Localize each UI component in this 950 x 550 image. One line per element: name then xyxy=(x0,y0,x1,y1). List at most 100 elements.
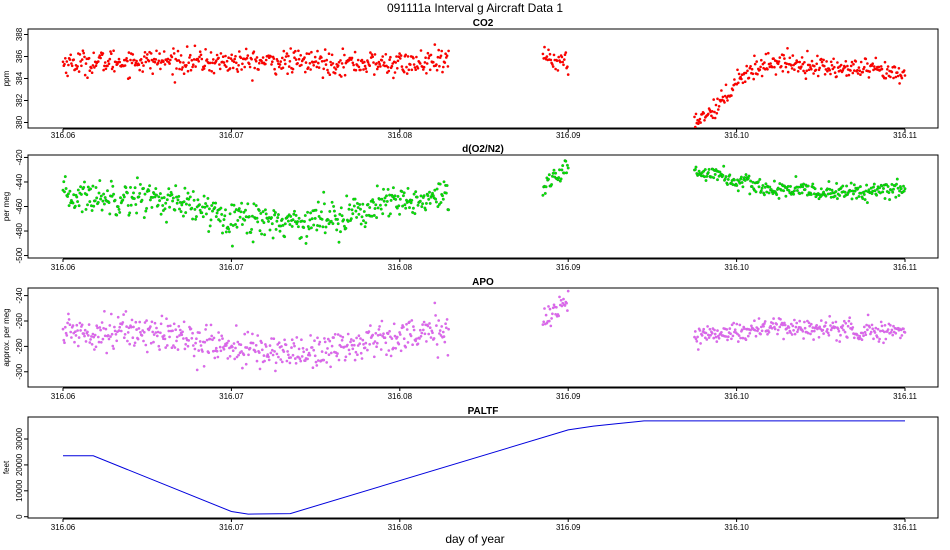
data-point xyxy=(825,60,828,63)
data-point xyxy=(754,190,758,194)
y-tick-label: -280 xyxy=(15,338,24,355)
data-point xyxy=(380,58,384,62)
data-point xyxy=(375,341,379,345)
data-point xyxy=(743,327,746,331)
data-point xyxy=(349,217,353,221)
data-point xyxy=(382,61,386,64)
data-point xyxy=(82,332,86,336)
data-point xyxy=(547,305,550,308)
data-point xyxy=(335,228,339,232)
data-point xyxy=(809,332,812,336)
data-point xyxy=(412,328,416,332)
data-point xyxy=(758,177,762,181)
data-point xyxy=(442,180,446,184)
data-point xyxy=(838,194,842,197)
x-tick-label: 316.09 xyxy=(556,523,581,532)
data-point xyxy=(257,61,261,65)
data-point xyxy=(772,179,776,183)
data-point xyxy=(841,324,845,328)
data-point xyxy=(894,331,898,335)
data-point xyxy=(102,309,106,313)
data-point xyxy=(542,320,546,324)
data-point xyxy=(769,324,772,328)
data-point xyxy=(318,340,322,344)
data-point xyxy=(287,54,290,58)
data-point xyxy=(214,346,218,350)
data-point xyxy=(83,180,86,184)
data-point xyxy=(168,324,172,328)
data-point xyxy=(831,67,835,71)
data-point xyxy=(209,218,213,222)
data-point xyxy=(253,350,257,354)
data-point xyxy=(733,328,737,332)
data-point xyxy=(286,215,290,219)
data-point xyxy=(892,187,895,191)
data-point xyxy=(293,344,296,348)
data-point xyxy=(191,331,195,335)
data-point xyxy=(303,220,306,223)
data-point xyxy=(760,186,764,190)
x-tick-label: 316.08 xyxy=(388,131,413,140)
data-point xyxy=(170,193,174,197)
data-point xyxy=(777,60,781,63)
data-point xyxy=(848,316,852,320)
data-point xyxy=(240,223,244,226)
data-point xyxy=(96,60,100,63)
data-point xyxy=(271,353,275,357)
data-point xyxy=(693,115,696,119)
data-point xyxy=(835,181,839,185)
data-point xyxy=(763,61,766,64)
data-point xyxy=(321,225,325,229)
data-point xyxy=(203,205,207,209)
data-point xyxy=(171,72,175,76)
data-point xyxy=(379,207,383,211)
data-point xyxy=(80,58,84,61)
data-point xyxy=(138,320,142,324)
data-point xyxy=(143,50,147,54)
data-point xyxy=(849,64,853,68)
data-point xyxy=(69,336,73,339)
data-point xyxy=(849,69,852,72)
data-point xyxy=(101,52,105,55)
data-point xyxy=(138,191,142,195)
data-point xyxy=(762,193,766,197)
data-point xyxy=(64,71,68,75)
data-point xyxy=(188,203,191,207)
data-point xyxy=(79,329,82,332)
data-point xyxy=(428,190,431,194)
data-point xyxy=(863,198,867,202)
data-point xyxy=(363,346,367,350)
data-point xyxy=(111,65,115,69)
data-point xyxy=(326,68,329,72)
data-point xyxy=(160,314,164,318)
data-point xyxy=(372,200,375,204)
data-point xyxy=(426,324,430,328)
data-point xyxy=(123,332,127,336)
data-point xyxy=(856,186,860,190)
data-point xyxy=(68,58,72,61)
data-point xyxy=(127,51,131,54)
data-point xyxy=(384,341,388,345)
data-point xyxy=(559,177,563,181)
data-point xyxy=(75,195,79,199)
data-point xyxy=(214,59,218,63)
data-point xyxy=(838,340,842,344)
data-point xyxy=(878,186,882,190)
data-point xyxy=(168,335,172,339)
data-point xyxy=(219,206,223,210)
data-point xyxy=(414,68,418,72)
data-point xyxy=(806,49,809,53)
data-point xyxy=(336,217,339,221)
data-point xyxy=(294,361,298,365)
data-point xyxy=(218,345,222,349)
y-tick-label: 30000 xyxy=(15,427,24,450)
data-point xyxy=(833,71,837,75)
data-point xyxy=(557,176,561,180)
data-point xyxy=(543,45,546,49)
data-point xyxy=(831,321,835,325)
data-point xyxy=(385,199,389,203)
data-point xyxy=(401,204,405,208)
data-point xyxy=(423,61,427,64)
y-tick-label: 388 xyxy=(15,27,24,41)
data-point xyxy=(306,357,310,361)
